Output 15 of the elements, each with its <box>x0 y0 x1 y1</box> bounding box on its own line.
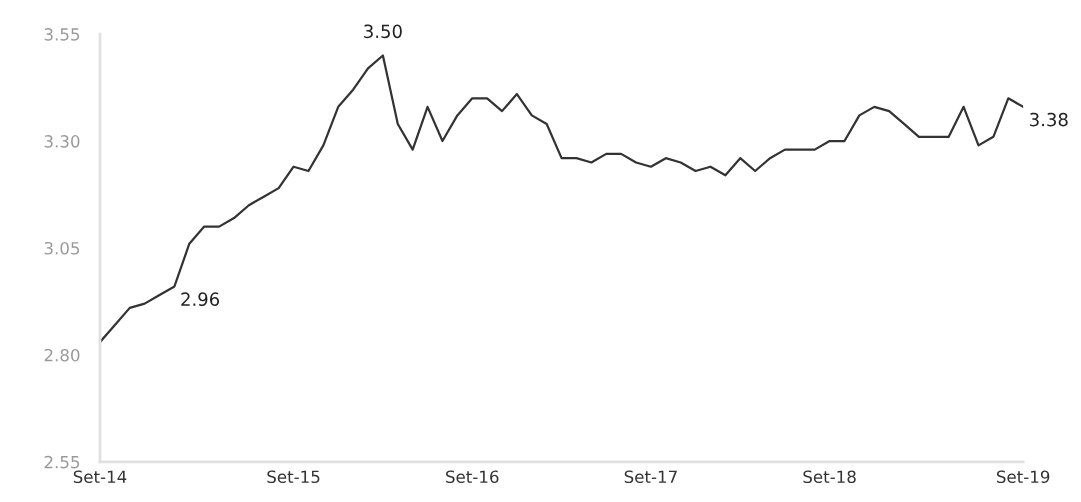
y-tick-label: 3.55 <box>44 28 80 41</box>
data-label: 3.50 <box>364 24 402 39</box>
y-tick-label: 2.55 <box>44 455 80 469</box>
y-tick-label: 2.80 <box>44 348 80 362</box>
data-label: 3.38 <box>1030 112 1068 127</box>
x-tick-label: Set-18 <box>803 470 856 484</box>
x-tick-label: Set-14 <box>73 470 127 484</box>
y-tick-label: 3.30 <box>44 135 80 148</box>
line-series <box>99 54 1024 344</box>
x-tick-label: Set-16 <box>446 470 499 484</box>
x-tick-label: Set-15 <box>267 470 320 484</box>
y-tick-label: 3.05 <box>44 241 80 255</box>
x-tick-label: Set-17 <box>624 470 677 484</box>
data-label: 2.96 <box>181 292 220 307</box>
x-tick-label: Set-19 <box>996 470 1050 484</box>
